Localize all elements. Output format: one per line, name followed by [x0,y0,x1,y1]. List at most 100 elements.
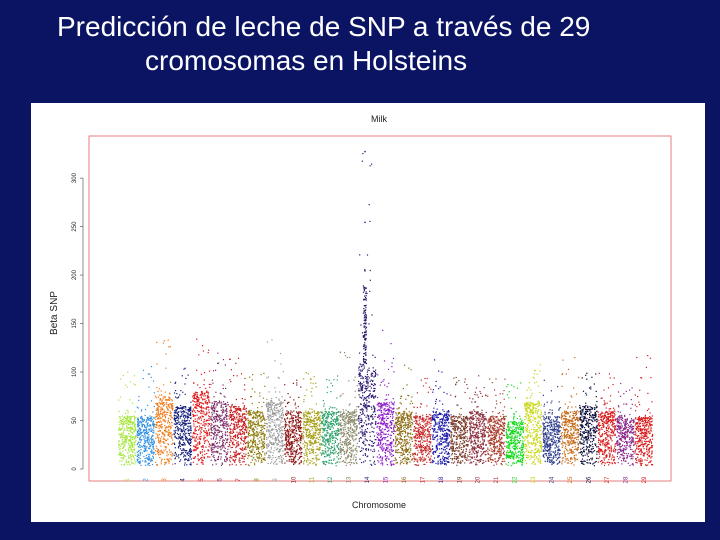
snp-point [208,412,210,414]
snp-point [119,429,122,431]
snp-point [353,409,356,411]
snp-point [238,414,240,416]
snp-point [347,432,349,434]
snp-point [221,430,223,432]
snp-point [204,402,207,404]
snp-point [192,461,194,463]
snp-point [122,430,125,432]
snp-point [130,447,132,449]
snp-point [196,399,198,401]
snp-point [241,418,243,420]
snp-point [281,458,283,461]
snp-point [203,421,205,423]
snp-point [252,432,255,434]
snp-point [210,425,212,427]
snp-point [197,453,199,456]
snp-point [256,448,258,450]
snp-point [175,437,177,439]
snp-point [235,450,237,452]
snp-point [243,413,245,416]
snp-point [326,412,329,415]
snp-point [309,418,311,420]
snp-point [349,427,352,429]
snp-point [158,421,160,423]
snp-point [239,461,241,464]
snp-point [336,461,338,463]
snp-point [346,439,348,441]
snp-point [346,437,348,439]
snp-point [251,429,253,431]
snp-point [270,442,273,444]
snp-point [270,442,272,444]
snp-point [277,411,279,413]
snp-point [316,427,318,429]
snp-point [303,461,305,463]
snp-point [124,439,126,441]
snp-point [167,459,170,461]
snp-point [278,433,280,435]
snp-point [186,464,188,466]
snp-point [262,445,264,447]
snp-point [288,431,290,433]
snp-point [127,461,129,464]
snp-point [213,418,215,420]
snp-point [213,433,215,435]
snp-point [331,462,333,464]
snp-point [250,427,252,430]
snp-point [344,423,346,425]
snp-point [225,456,227,458]
snp-point [155,453,157,456]
snp-point [272,413,274,415]
snp-point [160,463,162,465]
snp-point [245,418,247,420]
snp-point [210,422,212,425]
snp-point [140,441,142,443]
snp-point [146,432,148,434]
snp-point [273,413,275,415]
snp-point [132,436,135,438]
snp-point [194,428,196,430]
snp-point [224,459,226,461]
snp-point [312,463,314,465]
snp-point [149,420,151,422]
snp-point [134,417,136,419]
snp-point [225,405,227,407]
snp-point [129,430,131,432]
y-tick-label: 250 [72,221,78,232]
snp-point [176,416,178,418]
snp-point [362,409,364,411]
snp-point [365,406,367,409]
snp-point [217,410,219,413]
snp-point [241,430,244,432]
snp-point [268,414,270,416]
snp-point [199,425,201,427]
snp-point [352,429,354,431]
snp-point [168,434,170,437]
snp-point [211,429,213,432]
snp-point [344,438,347,441]
snp-point [318,448,320,451]
snp-point [319,431,321,433]
snp-point [217,432,219,434]
snp-point [196,436,198,438]
snp-point [256,446,258,448]
snp-point [313,462,315,464]
snp-point [260,432,262,434]
snp-point [275,396,277,399]
snp-point [296,382,298,384]
snp-point [362,454,364,456]
snp-point [153,432,155,434]
snp-point [336,431,338,433]
snp-point [278,410,280,412]
snp-point [272,444,274,446]
snp-point [261,441,263,443]
snp-point [325,433,327,436]
snp-point [287,441,289,443]
snp-point [128,432,130,434]
snp-point [137,462,139,464]
snp-point [295,416,297,418]
snp-point [323,439,325,441]
snp-point [241,416,243,418]
snp-point [338,430,340,432]
snp-point [263,436,265,438]
